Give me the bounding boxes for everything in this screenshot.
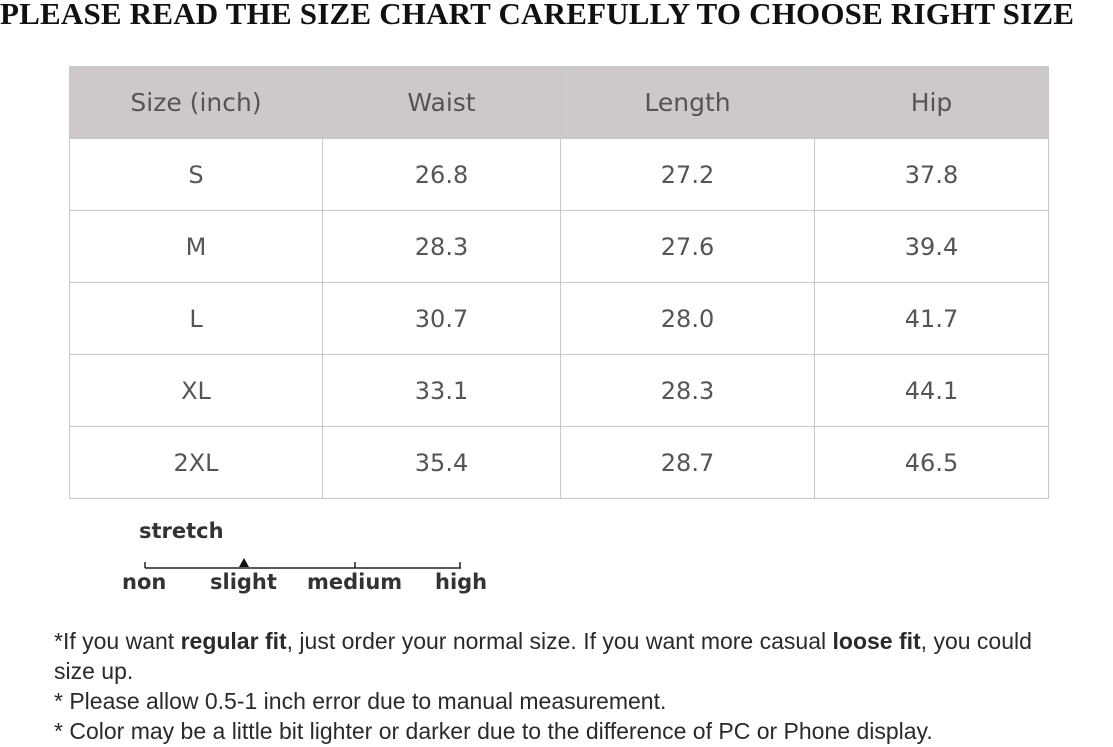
stretch-level-non: non: [122, 570, 167, 594]
cell-waist: 26.8: [322, 138, 561, 211]
cell-waist: 30.7: [322, 282, 561, 355]
size-chart-table: Size (inch) Waist Length Hip S 26.8 27.2…: [69, 66, 1049, 499]
size-chart-headline: PLEASE READ THE SIZE CHART CAREFULLY TO …: [0, 0, 1075, 31]
cell-waist: 35.4: [322, 426, 561, 499]
cell-length: 27.2: [560, 138, 815, 211]
cell-length: 28.3: [560, 354, 815, 427]
cell-size: XL: [69, 354, 323, 427]
table-row: XL 33.1 28.3 44.1: [69, 354, 1049, 427]
cell-hip: 37.8: [814, 138, 1049, 211]
size-notes: *If you want regular fit, just order you…: [54, 626, 1064, 746]
cell-size: L: [69, 282, 323, 355]
cell-size: S: [69, 138, 323, 211]
note-fit-text: *If you want: [54, 628, 181, 654]
table-row: S 26.8 27.2 37.8: [69, 138, 1049, 211]
cell-hip: 46.5: [814, 426, 1049, 499]
table-row: 2XL 35.4 28.7 46.5: [69, 426, 1049, 499]
stretch-scale: [144, 558, 461, 569]
cell-hip: 41.7: [814, 282, 1049, 355]
cell-length: 28.7: [560, 426, 815, 499]
stretch-level-slight: slight: [210, 570, 277, 594]
cell-size: M: [69, 210, 323, 283]
stretch-indicator-triangle: [239, 558, 249, 567]
note-fit-text: , just order your normal size. If you wa…: [286, 628, 833, 654]
note-regular-fit: regular fit: [180, 628, 287, 654]
stretch-level-medium: medium: [307, 570, 403, 594]
note-fit: *If you want regular fit, just order you…: [54, 626, 1064, 686]
table-row: L 30.7 28.0 41.7: [69, 282, 1049, 355]
cell-waist: 33.1: [322, 354, 561, 427]
table-row: M 28.3 27.6 39.4: [69, 210, 1049, 283]
cell-waist: 28.3: [322, 210, 561, 283]
table-header-row: Size (inch) Waist Length Hip: [69, 66, 1049, 139]
cell-size: 2XL: [69, 426, 323, 499]
header-hip: Hip: [814, 66, 1049, 139]
note-fit-text: , you could size up.: [54, 628, 1032, 684]
cell-length: 28.0: [560, 282, 815, 355]
cell-hip: 44.1: [814, 354, 1049, 427]
header-length: Length: [560, 66, 815, 139]
cell-hip: 39.4: [814, 210, 1049, 283]
header-waist: Waist: [322, 66, 561, 139]
note-measurement-error: * Please allow 0.5-1 inch error due to m…: [54, 688, 667, 714]
note-color-difference: * Color may be a little bit lighter or d…: [54, 718, 933, 744]
stretch-level-high: high: [435, 570, 488, 594]
header-size: Size (inch): [69, 66, 323, 139]
note-loose-fit: loose fit: [832, 628, 921, 654]
stretch-label: stretch: [139, 519, 224, 543]
cell-length: 27.6: [560, 210, 815, 283]
